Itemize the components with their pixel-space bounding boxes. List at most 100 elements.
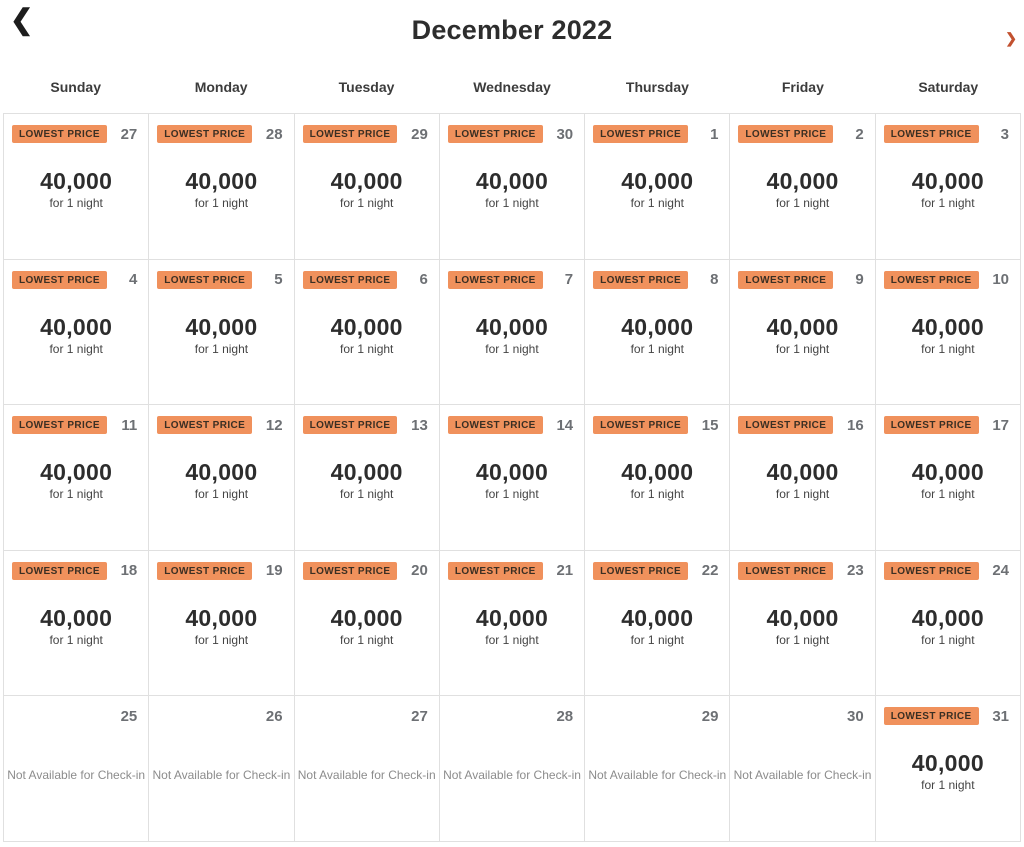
lowest-price-badge: LOWEST PRICE <box>302 416 398 434</box>
day-cell-top: LOWEST PRICE 19 <box>149 561 293 581</box>
day-cell-top: LOWEST PRICE 3 <box>876 124 1020 144</box>
day-cell[interactable]: LOWEST PRICE 9 40,000 for 1 night <box>730 259 876 405</box>
price-unit-label: for 1 night <box>340 632 394 647</box>
day-number: 26 <box>265 707 283 725</box>
day-cell-unavailable: 27 Not Available for Check-in <box>294 696 440 842</box>
day-cell[interactable]: LOWEST PRICE 23 40,000 for 1 night <box>730 550 876 696</box>
day-number: 15 <box>701 416 719 434</box>
day-cell[interactable]: LOWEST PRICE 11 40,000 for 1 night <box>4 405 150 551</box>
day-cell[interactable]: LOWEST PRICE 3 40,000 for 1 night <box>875 114 1021 260</box>
day-cell[interactable]: LOWEST PRICE 27 40,000 for 1 night <box>4 114 150 260</box>
day-cell[interactable]: LOWEST PRICE 13 40,000 for 1 night <box>294 405 440 551</box>
day-cell-top: LOWEST PRICE 29 <box>295 124 439 144</box>
next-arrow-icon[interactable]: ❯ <box>1005 30 1017 46</box>
price-unit-label: for 1 night <box>485 341 539 356</box>
price-value: 40,000 <box>766 604 839 631</box>
price-unit-label: for 1 night <box>194 632 249 647</box>
day-cell-top: 29 <box>585 706 729 726</box>
price-value: 40,000 <box>475 604 549 631</box>
day-cell[interactable]: LOWEST PRICE 2 40,000 for 1 night <box>730 114 876 260</box>
day-cell[interactable]: LOWEST PRICE 16 40,000 for 1 night <box>730 405 876 551</box>
price-value: 40,000 <box>40 313 113 340</box>
day-cell[interactable]: LOWEST PRICE 28 40,000 for 1 night <box>149 114 295 260</box>
price-unit-label: for 1 night <box>921 487 975 502</box>
day-cell[interactable]: LOWEST PRICE 8 40,000 for 1 night <box>585 259 731 405</box>
day-cell[interactable]: LOWEST PRICE 19 40,000 for 1 night <box>149 550 295 696</box>
day-cell[interactable]: LOWEST PRICE 20 40,000 for 1 night <box>294 550 440 696</box>
weekday-label-friday: Friday <box>781 79 824 95</box>
lowest-price-badge: LOWEST PRICE <box>157 416 253 434</box>
day-cell-top: LOWEST PRICE 27 <box>4 124 148 144</box>
day-cell[interactable]: LOWEST PRICE 31 40,000 for 1 night <box>875 696 1021 842</box>
price-value: 40,000 <box>185 459 258 485</box>
price-unit-label: for 1 night <box>49 632 103 647</box>
day-cell-unavailable: 26 Not Available for Check-in <box>149 696 295 842</box>
price-unit-label: for 1 night <box>775 632 830 647</box>
day-cell-top: LOWEST PRICE 20 <box>295 561 439 581</box>
day-cell-top: LOWEST PRICE 11 <box>4 415 148 435</box>
day-number: 10 <box>992 271 1009 288</box>
day-number: 9 <box>855 271 864 288</box>
lowest-price-badge: LOWEST PRICE <box>447 270 543 289</box>
day-number: 23 <box>847 562 864 579</box>
not-available-label: Not Available for Check-in <box>733 768 872 782</box>
day-cell[interactable]: LOWEST PRICE 21 40,000 for 1 night <box>439 550 586 696</box>
price-value: 40,000 <box>766 459 839 485</box>
day-cell-top: LOWEST PRICE 9 <box>730 270 874 290</box>
day-cell[interactable]: LOWEST PRICE 1 40,000 for 1 night <box>585 114 731 260</box>
price-value: 40,000 <box>621 313 694 340</box>
not-available-label: Not Available for Check-in <box>588 768 727 782</box>
day-cell[interactable]: LOWEST PRICE 10 40,000 for 1 night <box>875 259 1021 405</box>
day-number: 30 <box>556 125 574 143</box>
price-value: 40,000 <box>475 168 549 194</box>
price-value: 40,000 <box>911 313 984 340</box>
day-number: 27 <box>411 707 428 725</box>
day-cell[interactable]: LOWEST PRICE 17 40,000 for 1 night <box>875 405 1021 551</box>
day-number: 12 <box>265 416 283 434</box>
price-unit-label: for 1 night <box>485 196 539 211</box>
day-cell[interactable]: LOWEST PRICE 6 40,000 for 1 night <box>294 259 440 405</box>
day-number: 25 <box>120 707 138 725</box>
day-cell[interactable]: LOWEST PRICE 5 40,000 for 1 night <box>149 259 295 405</box>
day-cell[interactable]: LOWEST PRICE 12 40,000 for 1 night <box>149 405 295 551</box>
lowest-price-badge: LOWEST PRICE <box>12 125 107 143</box>
weekday-label-wednesday: Wednesday <box>473 79 551 95</box>
lowest-price-badge: LOWEST PRICE <box>883 561 979 580</box>
day-cell[interactable]: LOWEST PRICE 15 40,000 for 1 night <box>585 405 731 551</box>
day-number: 28 <box>556 707 574 725</box>
day-cell[interactable]: LOWEST PRICE 7 40,000 for 1 night <box>439 259 586 405</box>
day-cell-top: LOWEST PRICE 10 <box>876 270 1020 290</box>
price-unit-label: for 1 night <box>340 341 394 356</box>
day-number: 1 <box>710 125 719 143</box>
price-value: 40,000 <box>911 604 984 631</box>
day-cell[interactable]: LOWEST PRICE 14 40,000 for 1 night <box>439 405 586 551</box>
day-cell[interactable]: LOWEST PRICE 29 40,000 for 1 night <box>294 114 440 260</box>
day-cell-top: LOWEST PRICE 18 <box>4 561 148 581</box>
price-value: 40,000 <box>621 604 694 631</box>
day-cell[interactable]: LOWEST PRICE 24 40,000 for 1 night <box>875 550 1021 696</box>
day-cell[interactable]: LOWEST PRICE 22 40,000 for 1 night <box>585 550 731 696</box>
day-cell-top: 26 <box>149 706 293 726</box>
lowest-price-badge: LOWEST PRICE <box>593 125 689 143</box>
price-value: 40,000 <box>621 168 694 194</box>
day-cell[interactable]: LOWEST PRICE 4 40,000 for 1 night <box>4 259 150 405</box>
day-cell[interactable]: LOWEST PRICE 18 40,000 for 1 night <box>4 550 150 696</box>
day-cell-top: LOWEST PRICE 13 <box>295 415 439 435</box>
price-value: 40,000 <box>766 313 839 340</box>
day-cell[interactable]: LOWEST PRICE 30 40,000 for 1 night <box>439 114 586 260</box>
not-available-label: Not Available for Check-in <box>443 768 581 782</box>
day-cell-top: 27 <box>295 706 439 726</box>
day-cell-unavailable: 25 Not Available for Check-in <box>4 696 150 842</box>
price-value: 40,000 <box>40 459 113 485</box>
weekday-label-sunday: Sunday <box>50 79 101 95</box>
lowest-price-badge: LOWEST PRICE <box>157 270 253 289</box>
day-cell-top: LOWEST PRICE 22 <box>585 561 729 581</box>
lowest-price-badge: LOWEST PRICE <box>12 416 107 434</box>
price-unit-label: for 1 night <box>49 487 103 502</box>
back-arrow-icon[interactable]: ❮ <box>10 4 34 35</box>
day-number: 7 <box>564 271 574 288</box>
lowest-price-badge: LOWEST PRICE <box>883 270 979 289</box>
day-number: 3 <box>1000 125 1009 143</box>
price-unit-label: for 1 night <box>340 196 394 211</box>
day-number: 6 <box>419 271 428 288</box>
